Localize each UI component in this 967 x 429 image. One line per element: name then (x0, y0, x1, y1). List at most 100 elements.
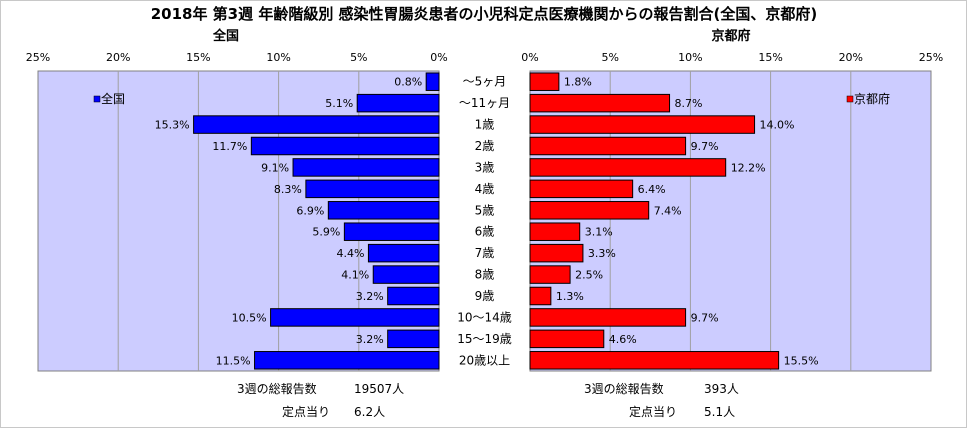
right-tick-label: 25% (919, 51, 943, 64)
left-data-label: 15.3% (155, 119, 190, 132)
right-bar (529, 93, 671, 113)
right-bar (529, 286, 552, 306)
right-legend-label: 京都府 (854, 91, 890, 106)
right-data-label: 3.3% (588, 247, 616, 260)
right-bar (529, 265, 571, 284)
right-data-label: 3.1% (585, 226, 613, 239)
left-bar (327, 201, 440, 220)
left-bar (270, 308, 440, 327)
right-bar (529, 329, 605, 349)
left-bar (305, 179, 440, 199)
right-per-value: 5.1人 (704, 405, 735, 419)
right-data-label: 7.4% (654, 204, 682, 217)
right-data-label: 14.0% (760, 119, 795, 132)
category-label: 2歳 (475, 139, 495, 153)
left-legend: 全国 (93, 91, 125, 106)
right-bar (529, 201, 650, 220)
left-data-label: 6.9% (296, 204, 324, 217)
category-label: 5歳 (475, 203, 495, 217)
right-bar (529, 179, 634, 199)
right-bar (529, 158, 727, 177)
left-data-label: 5.9% (312, 226, 340, 239)
right-data-label: 6.4% (638, 183, 666, 196)
left-bar (387, 329, 440, 349)
right-data-label: 1.3% (556, 290, 584, 303)
left-data-label: 8.3% (274, 183, 302, 196)
left-tick-label: 15% (186, 51, 210, 64)
left-data-label: 3.2% (356, 290, 384, 303)
left-bar (250, 136, 440, 156)
right-bar (529, 243, 584, 263)
category-label: 20歳以上 (459, 353, 510, 367)
right-per-label: 定点当り (629, 404, 677, 419)
left-per-label: 定点当り (282, 404, 330, 419)
category-label: ～5ヶ月 (463, 75, 507, 89)
category-label: 7歳 (475, 246, 495, 260)
left-data-label: 5.1% (325, 97, 353, 110)
category-label: 8歳 (475, 268, 495, 282)
left-data-label: 3.2% (356, 333, 384, 346)
left-tick-label: 20% (106, 51, 130, 64)
right-data-label: 4.6% (609, 333, 637, 346)
category-label: ～11ヶ月 (459, 96, 510, 110)
category-label: 10～14歳 (457, 310, 512, 324)
left-total-label: 3週の総報告数 (237, 381, 317, 396)
right-total-value: 393人 (704, 382, 739, 396)
left-bar (356, 93, 440, 113)
category-label: 1歳 (475, 118, 495, 132)
left-data-label: 4.4% (336, 247, 364, 260)
right-data-labels: 1.8% 8.7% 14.0% 9.7% 12.2% 6.4% 7.4% 3.1% 3.3% 2.… (556, 76, 819, 368)
right-tick-label: 10% (678, 51, 702, 64)
left-total-value: 19507人 (354, 382, 404, 396)
right-x-axis: 0% 5% 10% 15% 20% 25% (521, 51, 943, 64)
left-tick-label: 0% (430, 51, 447, 64)
right-total-label: 3週の総報告数 (584, 381, 664, 396)
left-tick-label: 25% (26, 51, 50, 64)
footer-right: 3週の総報告数 393人 定点当り 5.1人 (584, 381, 739, 419)
left-data-labels: 0.8% 5.1% 15.3% 11.7% 9.1% 8.3% 6.9% 5.9% 4.4% 4.… (155, 76, 423, 368)
left-bar (372, 265, 440, 284)
left-data-label: 11.5% (216, 354, 251, 367)
right-bar (529, 351, 780, 370)
right-data-label: 1.8% (564, 76, 592, 89)
right-legend: 京都府 (846, 91, 890, 106)
right-data-label: 12.2% (731, 161, 766, 174)
left-data-label: 0.8% (394, 76, 422, 89)
right-tick-label: 0% (521, 51, 538, 64)
chart-title: 2018年 第3週 年齢階級別 感染性胃腸炎患者の小児科定点医療機関からの報告割… (151, 5, 818, 23)
right-bar (529, 222, 581, 241)
footer-left: 3週の総報告数 19507人 定点当り 6.2人 (237, 381, 404, 419)
left-tick-label: 5% (350, 51, 367, 64)
right-bar (529, 136, 687, 156)
left-bar (425, 72, 440, 91)
category-label: 3歳 (475, 160, 495, 174)
left-bar (367, 243, 440, 263)
right-bar (529, 72, 560, 91)
right-bar (529, 115, 756, 134)
left-legend-label: 全国 (101, 91, 125, 106)
category-label: 15～19歳 (457, 332, 512, 346)
right-panel-title: 京都府 (711, 28, 750, 44)
left-bar (292, 158, 440, 177)
left-bar (193, 115, 440, 134)
right-tick-label: 5% (601, 51, 618, 64)
left-tick-label: 10% (266, 51, 290, 64)
right-tick-label: 20% (839, 51, 863, 64)
category-labels: ～5ヶ月 ～11ヶ月 1歳 2歳 3歳 4歳 5歳 6歳 7歳 8歳 9歳 10～14歳 15～19歳 2… (457, 75, 512, 368)
right-data-label: 9.7% (691, 140, 719, 153)
left-bar (343, 222, 440, 241)
left-per-value: 6.2人 (354, 405, 385, 419)
right-tick-label: 15% (758, 51, 782, 64)
right-data-label: 9.7% (691, 311, 719, 324)
right-data-label: 8.7% (675, 97, 703, 110)
left-data-label: 10.5% (232, 311, 267, 324)
left-series-bars (193, 72, 440, 370)
right-data-label: 2.5% (575, 269, 603, 282)
left-data-label: 4.1% (341, 269, 369, 282)
left-panel-title: 全国 (212, 28, 239, 44)
right-data-label: 15.5% (784, 354, 819, 367)
right-series-bars (529, 72, 780, 370)
right-bar (529, 308, 687, 327)
